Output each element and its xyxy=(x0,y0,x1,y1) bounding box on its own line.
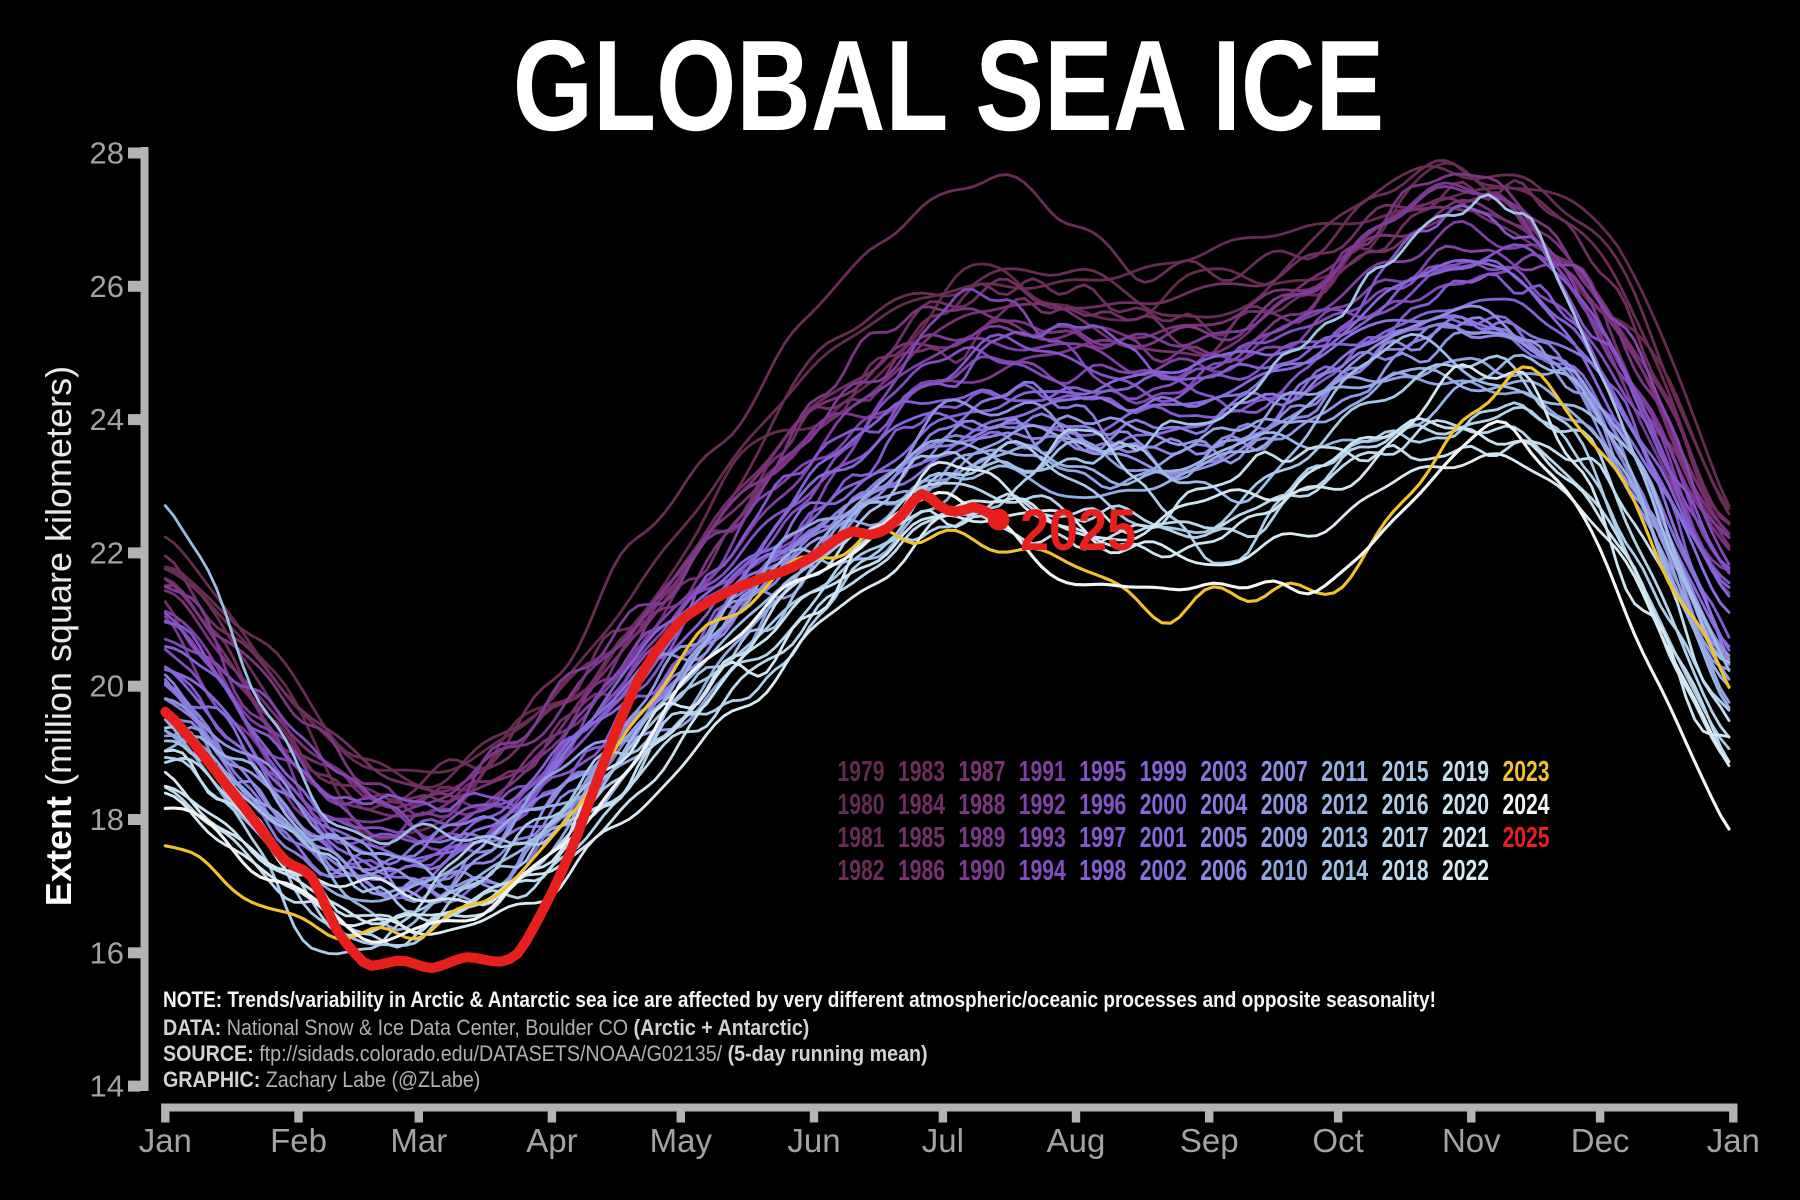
svg-text:2003: 2003 xyxy=(1200,756,1247,788)
svg-text:20: 20 xyxy=(90,669,124,704)
svg-text:1990: 1990 xyxy=(958,855,1005,887)
svg-text:2016: 2016 xyxy=(1382,789,1429,821)
svg-text:GRAPHIC: Zachary Labe (@ZLabe): GRAPHIC: Zachary Labe (@ZLabe) xyxy=(163,1068,480,1092)
svg-text:Apr: Apr xyxy=(526,1122,577,1159)
svg-text:2006: 2006 xyxy=(1200,855,1247,887)
svg-text:14: 14 xyxy=(90,1069,124,1104)
svg-text:2020: 2020 xyxy=(1442,789,1489,821)
svg-text:1993: 1993 xyxy=(1019,822,1066,854)
svg-text:2024: 2024 xyxy=(1503,789,1550,821)
svg-text:2012: 2012 xyxy=(1321,789,1368,821)
svg-text:1985: 1985 xyxy=(898,822,945,854)
svg-text:2023: 2023 xyxy=(1503,756,1550,788)
svg-text:1991: 1991 xyxy=(1019,756,1066,788)
svg-text:2017: 2017 xyxy=(1382,822,1429,854)
svg-text:1980: 1980 xyxy=(838,789,885,821)
svg-text:2009: 2009 xyxy=(1261,822,1308,854)
svg-text:28: 28 xyxy=(90,136,124,171)
svg-text:Jan: Jan xyxy=(139,1122,192,1159)
svg-text:2019: 2019 xyxy=(1442,756,1489,788)
svg-text:1988: 1988 xyxy=(958,789,1005,821)
svg-text:1987: 1987 xyxy=(958,756,1005,788)
svg-text:Oct: Oct xyxy=(1312,1122,1363,1159)
svg-text:Mar: Mar xyxy=(390,1122,447,1159)
svg-text:2025: 2025 xyxy=(1503,822,1550,854)
svg-text:2010: 2010 xyxy=(1261,855,1308,887)
svg-text:Jan: Jan xyxy=(1707,1122,1760,1159)
svg-text:2021: 2021 xyxy=(1442,822,1489,854)
svg-text:2002: 2002 xyxy=(1140,855,1187,887)
svg-text:26: 26 xyxy=(90,269,124,304)
svg-text:Jul: Jul xyxy=(922,1122,964,1159)
svg-text:1996: 1996 xyxy=(1079,789,1126,821)
svg-text:2008: 2008 xyxy=(1261,789,1308,821)
svg-text:1999: 1999 xyxy=(1140,756,1187,788)
svg-text:Nov: Nov xyxy=(1442,1122,1501,1159)
svg-text:1989: 1989 xyxy=(958,822,1005,854)
svg-text:1998: 1998 xyxy=(1079,855,1126,887)
svg-text:GLOBAL SEA ICE: GLOBAL SEA ICE xyxy=(513,13,1384,158)
svg-text:DATA: National Snow & Ice Data: DATA: National Snow & Ice Data Center, B… xyxy=(163,1016,809,1040)
svg-text:2015: 2015 xyxy=(1382,756,1429,788)
svg-text:2018: 2018 xyxy=(1382,855,1429,887)
svg-text:SOURCE: ftp://sidads.colorado.: SOURCE: ftp://sidads.colorado.edu/DATASE… xyxy=(163,1042,928,1066)
svg-text:May: May xyxy=(650,1122,713,1159)
svg-text:Jun: Jun xyxy=(787,1122,840,1159)
svg-text:2013: 2013 xyxy=(1321,822,1368,854)
svg-text:24: 24 xyxy=(90,402,124,437)
svg-text:Feb: Feb xyxy=(270,1122,327,1159)
svg-text:2014: 2014 xyxy=(1321,855,1368,887)
svg-text:2022: 2022 xyxy=(1442,855,1489,887)
svg-text:Extent (million square kilomet: Extent (million square kilometers) xyxy=(38,366,79,906)
svg-text:2004: 2004 xyxy=(1200,789,1247,821)
svg-text:1981: 1981 xyxy=(838,822,885,854)
svg-text:16: 16 xyxy=(90,935,124,970)
svg-text:1986: 1986 xyxy=(898,855,945,887)
svg-text:1979: 1979 xyxy=(838,756,885,788)
svg-text:1994: 1994 xyxy=(1019,855,1066,887)
svg-text:Dec: Dec xyxy=(1571,1122,1630,1159)
svg-text:2005: 2005 xyxy=(1200,822,1247,854)
svg-text:Sep: Sep xyxy=(1180,1122,1239,1159)
svg-text:1983: 1983 xyxy=(898,756,945,788)
svg-text:1984: 1984 xyxy=(898,789,945,821)
svg-text:2001: 2001 xyxy=(1140,822,1187,854)
svg-text:1995: 1995 xyxy=(1079,756,1126,788)
svg-text:1982: 1982 xyxy=(838,855,885,887)
svg-text:2025: 2025 xyxy=(1020,498,1136,563)
svg-text:NOTE: Trends/variability in Ar: NOTE: Trends/variability in Arctic & Ant… xyxy=(163,988,1436,1013)
svg-text:Aug: Aug xyxy=(1047,1122,1106,1159)
svg-text:1992: 1992 xyxy=(1019,789,1066,821)
svg-text:1997: 1997 xyxy=(1079,822,1126,854)
svg-text:2000: 2000 xyxy=(1140,789,1187,821)
svg-text:22: 22 xyxy=(90,535,124,570)
svg-text:2011: 2011 xyxy=(1321,756,1368,788)
svg-text:18: 18 xyxy=(90,802,124,837)
svg-text:2007: 2007 xyxy=(1261,756,1308,788)
